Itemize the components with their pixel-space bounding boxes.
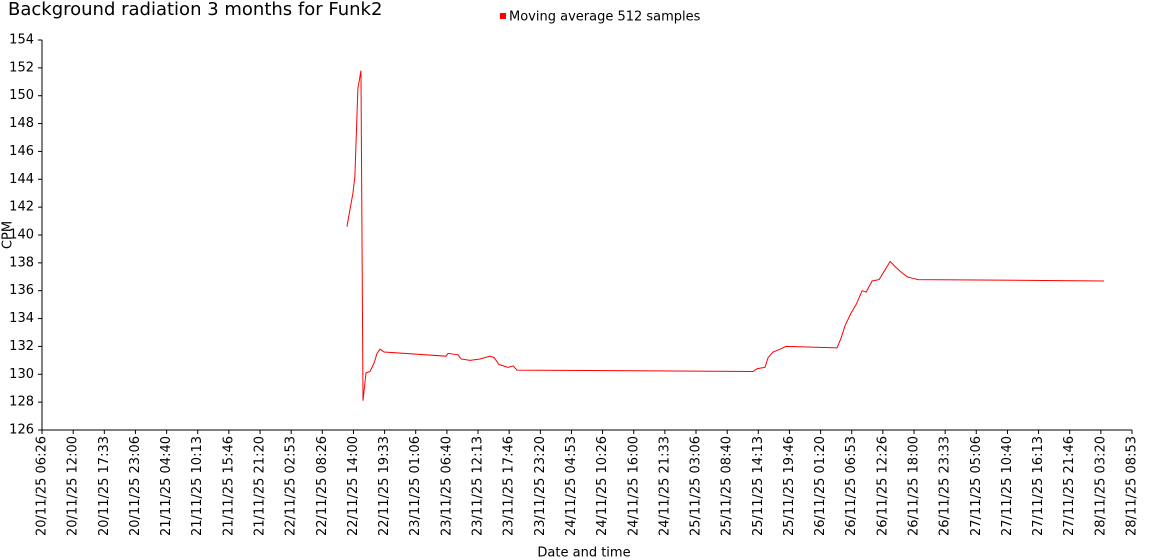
y-tick-label: 130 bbox=[9, 367, 34, 382]
y-tick-label: 148 bbox=[9, 116, 34, 131]
x-tick-label: 24/11/25 16:00 bbox=[626, 436, 641, 536]
x-tick-label: 22/11/25 19:33 bbox=[377, 436, 392, 536]
y-tick-label: 146 bbox=[9, 144, 34, 159]
x-tick-label: 26/11/25 12:26 bbox=[875, 436, 890, 536]
x-tick-label: 26/11/25 23:33 bbox=[938, 436, 953, 536]
y-tick-label: 140 bbox=[9, 228, 34, 243]
x-tick-label: 23/11/25 12:13 bbox=[471, 436, 486, 536]
x-tick-label: 20/11/25 23:06 bbox=[128, 436, 143, 536]
x-tick-label: 26/11/25 01:20 bbox=[813, 436, 828, 536]
x-tick-label: 22/11/25 02:53 bbox=[284, 436, 299, 536]
x-tick-label: 24/11/25 04:53 bbox=[564, 436, 579, 536]
legend-label: Moving average 512 samples bbox=[509, 10, 701, 25]
x-tick-label: 23/11/25 17:46 bbox=[502, 436, 517, 536]
x-tick-label: 27/11/25 16:13 bbox=[1031, 436, 1046, 536]
x-tick-label: 24/11/25 21:33 bbox=[657, 436, 672, 536]
x-tick-label: 24/11/25 10:26 bbox=[595, 436, 610, 536]
x-tick-label: 27/11/25 10:40 bbox=[1000, 436, 1015, 536]
x-axis-label: Date and time bbox=[537, 546, 630, 560]
x-tick-label: 21/11/25 21:20 bbox=[253, 436, 268, 536]
x-tick-label: 21/11/25 04:40 bbox=[159, 436, 174, 536]
y-tick-label: 128 bbox=[9, 395, 34, 410]
x-tick-label: 21/11/25 10:13 bbox=[190, 436, 205, 536]
x-tick-label: 28/11/25 08:53 bbox=[1125, 436, 1140, 536]
y-tick-label: 144 bbox=[9, 172, 34, 187]
legend-swatch bbox=[500, 13, 506, 19]
x-tick-label: 25/11/25 19:46 bbox=[782, 436, 797, 536]
x-tick-label: 22/11/25 14:00 bbox=[346, 436, 361, 536]
y-tick-label: 136 bbox=[9, 283, 34, 298]
x-tick-label: 28/11/25 03:20 bbox=[1093, 436, 1108, 536]
y-tick-label: 132 bbox=[9, 339, 34, 354]
x-tick-label: 27/11/25 21:46 bbox=[1062, 436, 1077, 536]
x-tick-label: 22/11/25 08:26 bbox=[315, 436, 330, 536]
x-tick-label: 20/11/25 06:26 bbox=[35, 436, 50, 536]
x-tick-label: 25/11/25 03:06 bbox=[688, 436, 703, 536]
x-tick-label: 23/11/25 06:40 bbox=[439, 436, 454, 536]
chart-title: Background radiation 3 months for Funk2 bbox=[8, 0, 382, 20]
x-tick-label: 25/11/25 08:40 bbox=[720, 436, 735, 536]
x-tick-label: 20/11/25 12:00 bbox=[66, 436, 81, 536]
y-tick-label: 138 bbox=[9, 255, 34, 270]
y-tick-label: 134 bbox=[9, 311, 34, 326]
x-tick-label: 21/11/25 15:46 bbox=[221, 436, 236, 536]
y-axis-label: CPM bbox=[1, 221, 16, 249]
x-tick-label: 20/11/25 17:33 bbox=[97, 436, 112, 536]
y-tick-label: 142 bbox=[9, 200, 34, 215]
data-line bbox=[346, 70, 1105, 401]
y-tick-label: 154 bbox=[9, 33, 34, 48]
x-tick-label: 23/11/25 23:20 bbox=[533, 436, 548, 536]
x-tick-label: 26/11/25 18:00 bbox=[907, 436, 922, 536]
y-tick-label: 126 bbox=[9, 423, 34, 438]
y-tick-label: 150 bbox=[9, 88, 34, 103]
x-tick-label: 26/11/25 06:53 bbox=[844, 436, 859, 536]
x-tick-label: 25/11/25 14:13 bbox=[751, 436, 766, 536]
y-tick-label: 152 bbox=[9, 60, 34, 75]
x-tick-label: 27/11/25 05:06 bbox=[969, 436, 984, 536]
x-tick-label: 23/11/25 01:06 bbox=[408, 436, 423, 536]
